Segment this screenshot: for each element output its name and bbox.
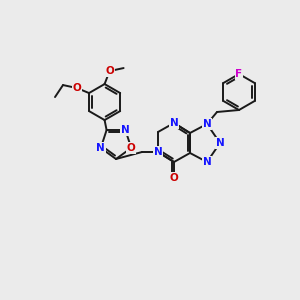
Text: N: N [169, 118, 178, 128]
Text: O: O [73, 83, 81, 93]
Text: O: O [105, 66, 114, 76]
Text: N: N [96, 143, 105, 153]
Text: N: N [202, 157, 211, 167]
Text: N: N [121, 125, 130, 135]
Text: O: O [169, 173, 178, 183]
Text: N: N [216, 138, 224, 148]
Text: F: F [236, 69, 243, 79]
Text: N: N [202, 119, 211, 129]
Text: N: N [154, 147, 162, 157]
Text: O: O [127, 143, 136, 153]
